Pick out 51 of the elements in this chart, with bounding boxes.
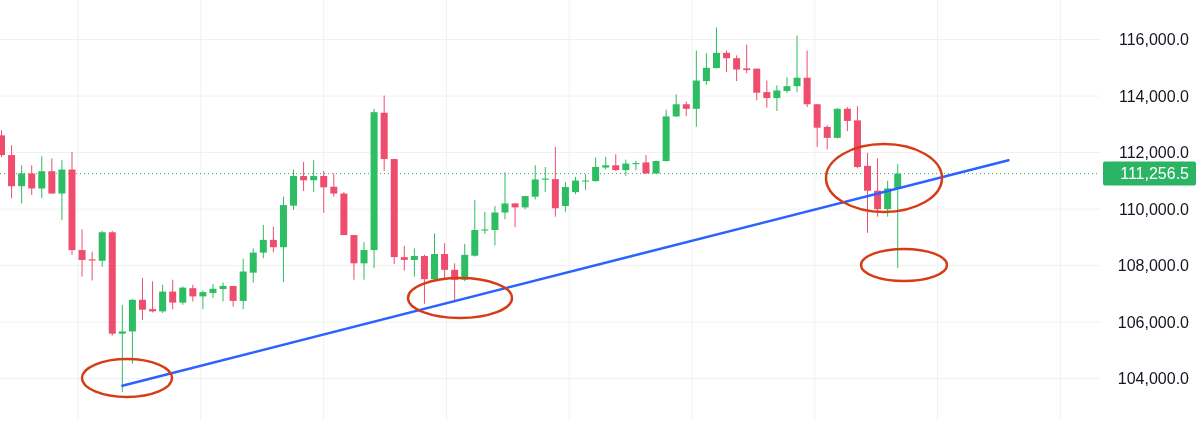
candlestick xyxy=(420,254,428,305)
y-tick-label: 108,000.0 xyxy=(1117,257,1190,275)
candlestick xyxy=(491,205,499,247)
candlestick xyxy=(259,224,267,259)
candlestick xyxy=(793,35,801,93)
candlestick xyxy=(48,158,56,195)
candlestick xyxy=(702,52,710,86)
candlestick xyxy=(209,283,217,299)
candlestick xyxy=(783,76,791,94)
y-tick-label: 116,000.0 xyxy=(1119,31,1190,49)
ref-line-label: 111,256.5 xyxy=(1120,165,1190,183)
candlestick xyxy=(813,103,821,148)
candlestick xyxy=(159,284,167,314)
candlestick xyxy=(773,84,781,112)
candlestick xyxy=(441,242,449,281)
candlestick xyxy=(501,171,509,220)
y-tick-label: 112,000.0 xyxy=(1119,144,1190,162)
candlestick xyxy=(179,286,187,306)
candlestick xyxy=(481,211,489,235)
candlestick xyxy=(219,282,227,302)
candlestick xyxy=(582,173,590,191)
candlestick xyxy=(78,228,86,278)
candlestick xyxy=(269,226,277,253)
candlestick xyxy=(330,172,338,198)
candlestick xyxy=(400,245,408,272)
candlestick xyxy=(723,50,731,73)
candlestick xyxy=(823,124,831,150)
candlestick xyxy=(843,106,851,132)
y-tick-label: 104,000.0 xyxy=(1117,370,1190,388)
candlestick xyxy=(28,164,36,196)
candlestick xyxy=(138,277,146,321)
y-tick-label: 110,000.0 xyxy=(1119,200,1190,218)
candlestick xyxy=(733,54,741,82)
candlestick xyxy=(763,80,771,109)
candlestick xyxy=(360,241,368,281)
y-tick-label: 114,000.0 xyxy=(1119,87,1190,105)
y-tick-label: 106,000.0 xyxy=(1117,313,1190,331)
candlestick xyxy=(561,181,569,213)
candlestick xyxy=(118,304,126,393)
candlestick xyxy=(320,170,328,214)
candlestick xyxy=(672,93,680,118)
candlestick xyxy=(511,202,519,228)
candlestick xyxy=(199,289,207,310)
candlestick xyxy=(712,26,720,69)
candlestick xyxy=(300,161,308,192)
candlestick xyxy=(169,279,177,310)
candlestick xyxy=(410,247,418,278)
candlestick xyxy=(642,154,650,175)
candlestick xyxy=(743,44,751,74)
candlestick xyxy=(88,251,96,282)
candlestick xyxy=(249,247,257,284)
